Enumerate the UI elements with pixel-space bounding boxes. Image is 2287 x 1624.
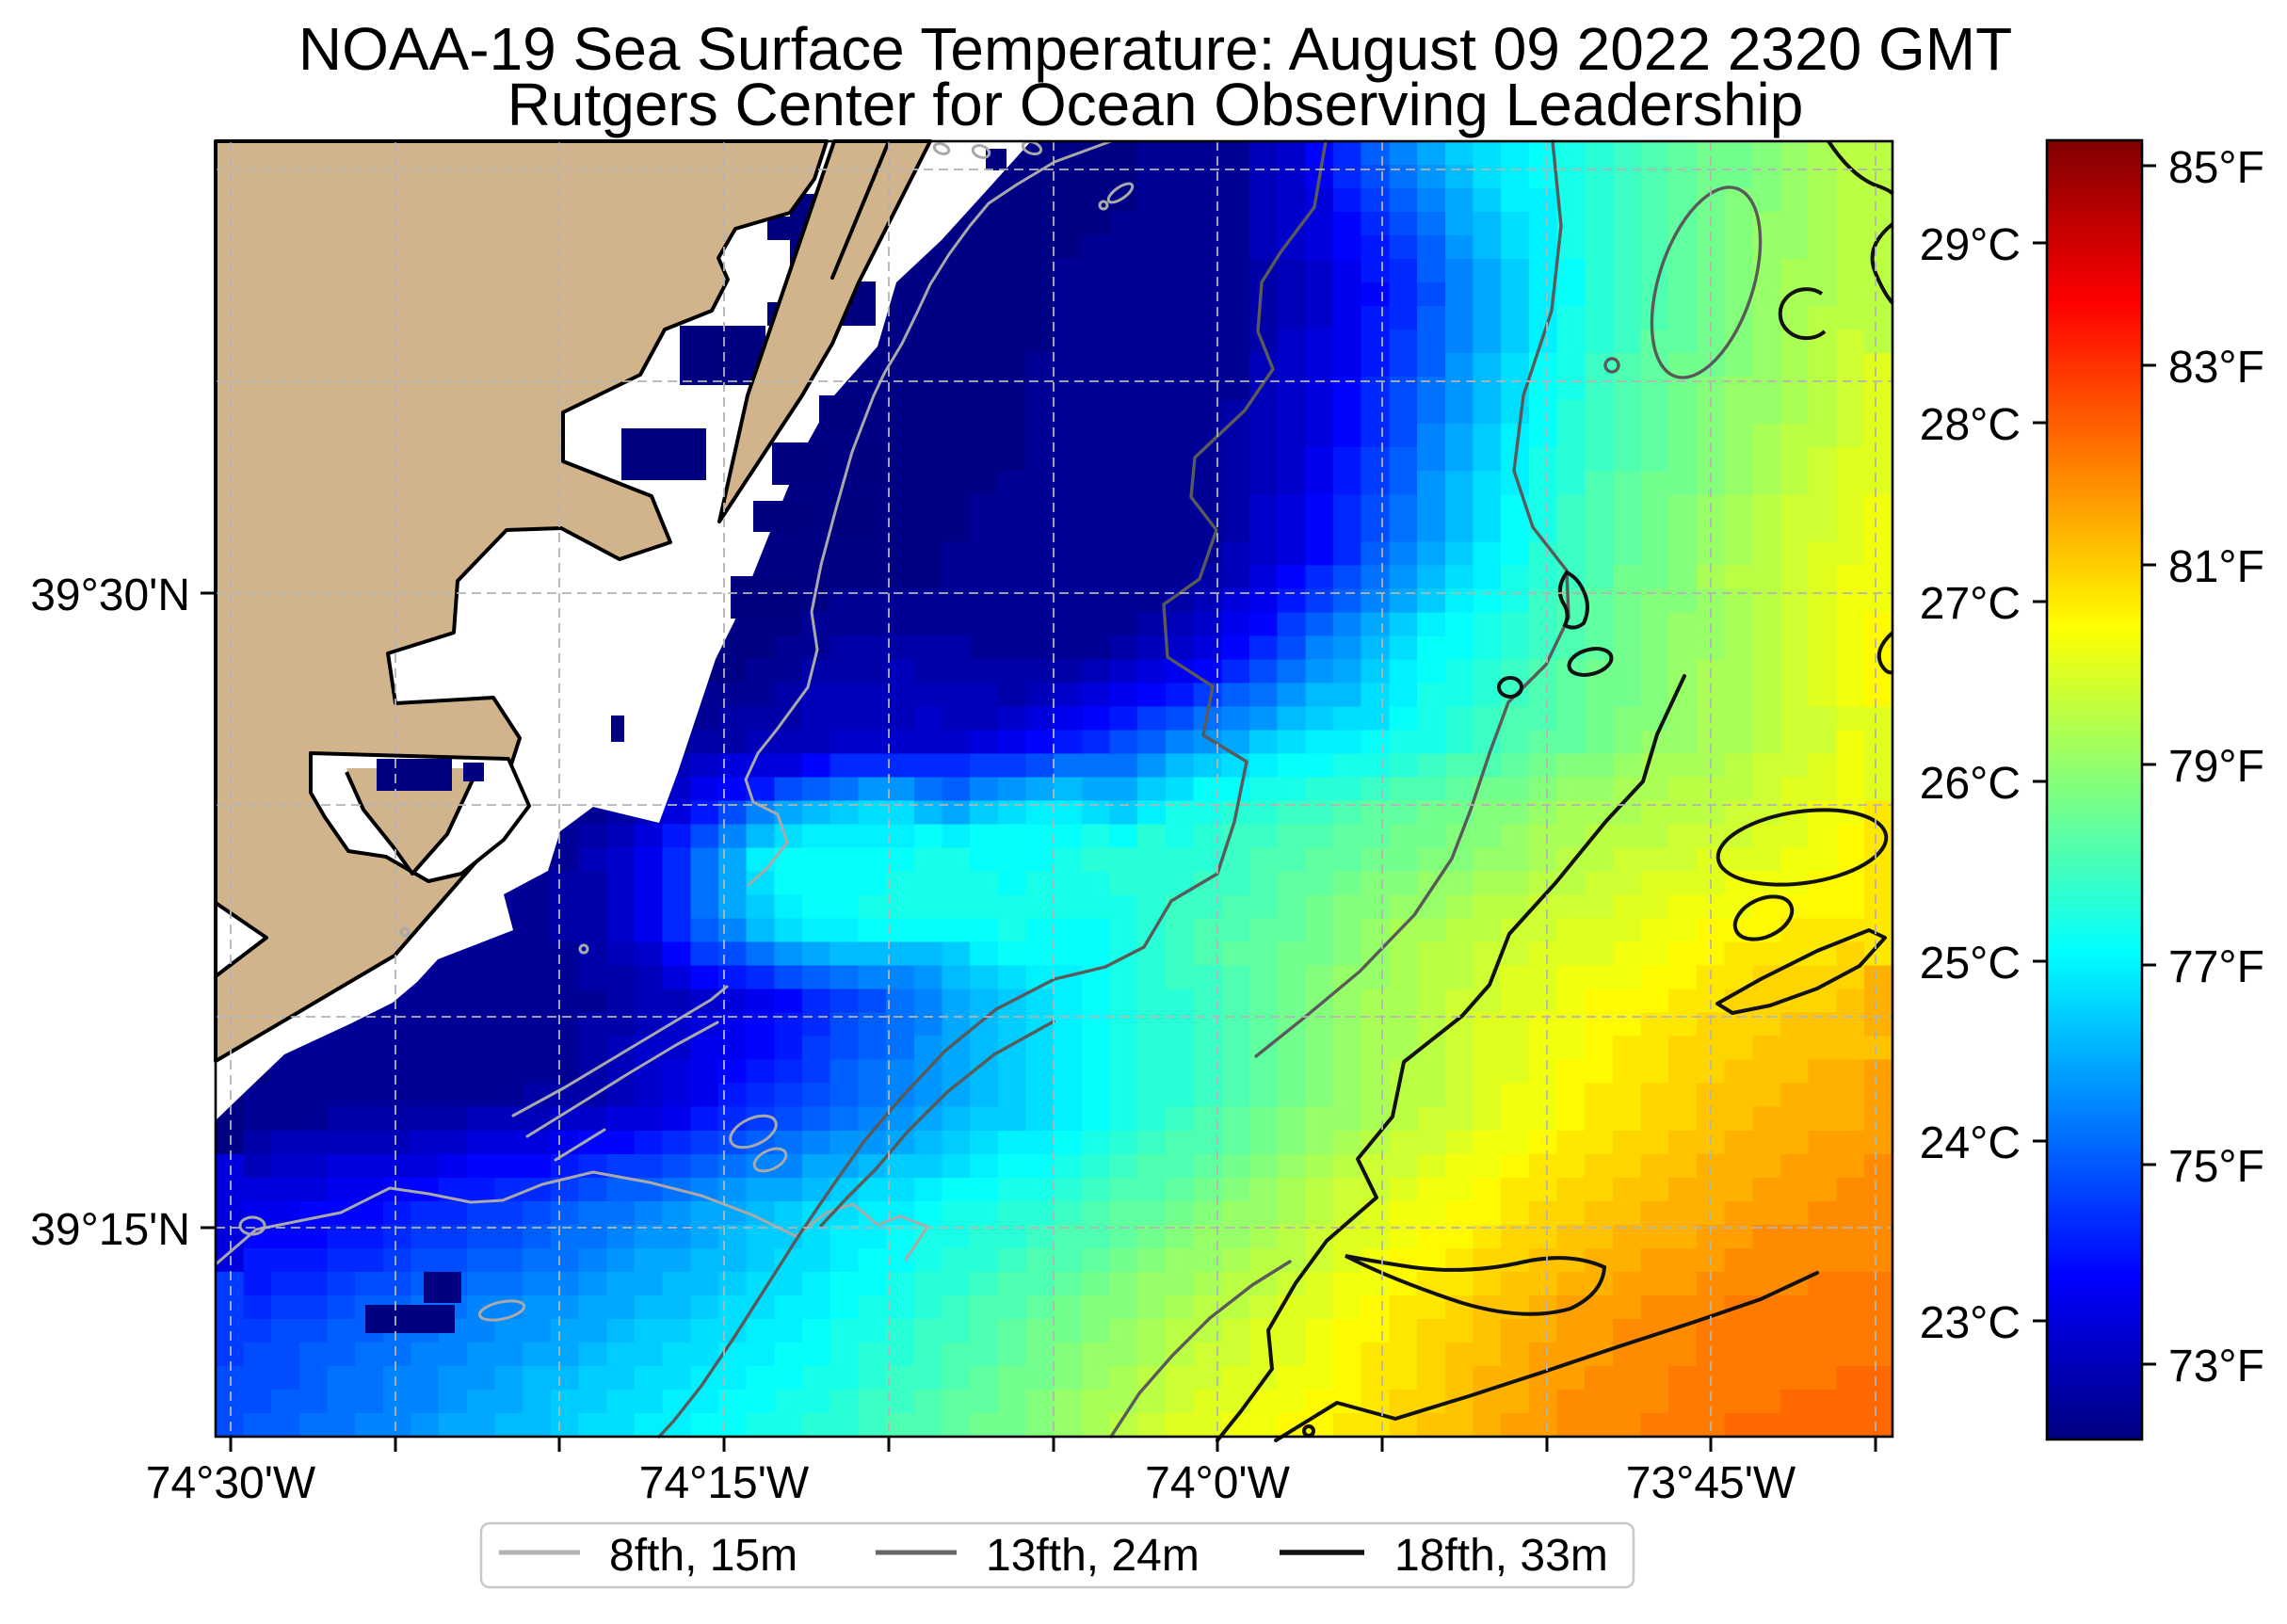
svg-text:81°F: 81°F (2168, 542, 2264, 592)
svg-text:23°C: 23°C (1920, 1298, 2021, 1348)
svg-text:73°F: 73°F (2168, 1342, 2264, 1391)
svg-text:83°F: 83°F (2168, 343, 2264, 393)
svg-text:25°C: 25°C (1920, 939, 2021, 989)
svg-text:74°15'W: 74°15'W (639, 1458, 810, 1508)
svg-text:39°30'N: 39°30'N (30, 571, 190, 620)
svg-text:24°C: 24°C (1920, 1118, 2021, 1168)
svg-text:39°15'N: 39°15'N (30, 1205, 190, 1255)
svg-text:28°C: 28°C (1920, 400, 2021, 450)
svg-text:77°F: 77°F (2168, 942, 2264, 992)
svg-text:79°F: 79°F (2168, 742, 2264, 792)
svg-text:26°C: 26°C (1920, 759, 2021, 809)
svg-text:29°C: 29°C (1920, 220, 2021, 270)
svg-text:85°F: 85°F (2168, 143, 2264, 193)
svg-text:75°F: 75°F (2168, 1142, 2264, 1192)
svg-text:74°0'W: 74°0'W (1145, 1458, 1290, 1508)
svg-text:18fth, 33m: 18fth, 33m (1394, 1531, 1608, 1581)
svg-text:Rutgers Center for Ocean Obser: Rutgers Center for Ocean Observing Leade… (507, 71, 1804, 138)
svg-text:27°C: 27°C (1920, 579, 2021, 629)
svg-text:73°45'W: 73°45'W (1626, 1458, 1796, 1508)
svg-text:74°30'W: 74°30'W (146, 1458, 316, 1508)
svg-text:NOAA-19 Sea Surface Temperatur: NOAA-19 Sea Surface Temperature: August … (298, 15, 2012, 83)
svg-text:8fth, 15m: 8fth, 15m (609, 1531, 797, 1581)
svg-text:13fth, 24m: 13fth, 24m (986, 1531, 1200, 1581)
